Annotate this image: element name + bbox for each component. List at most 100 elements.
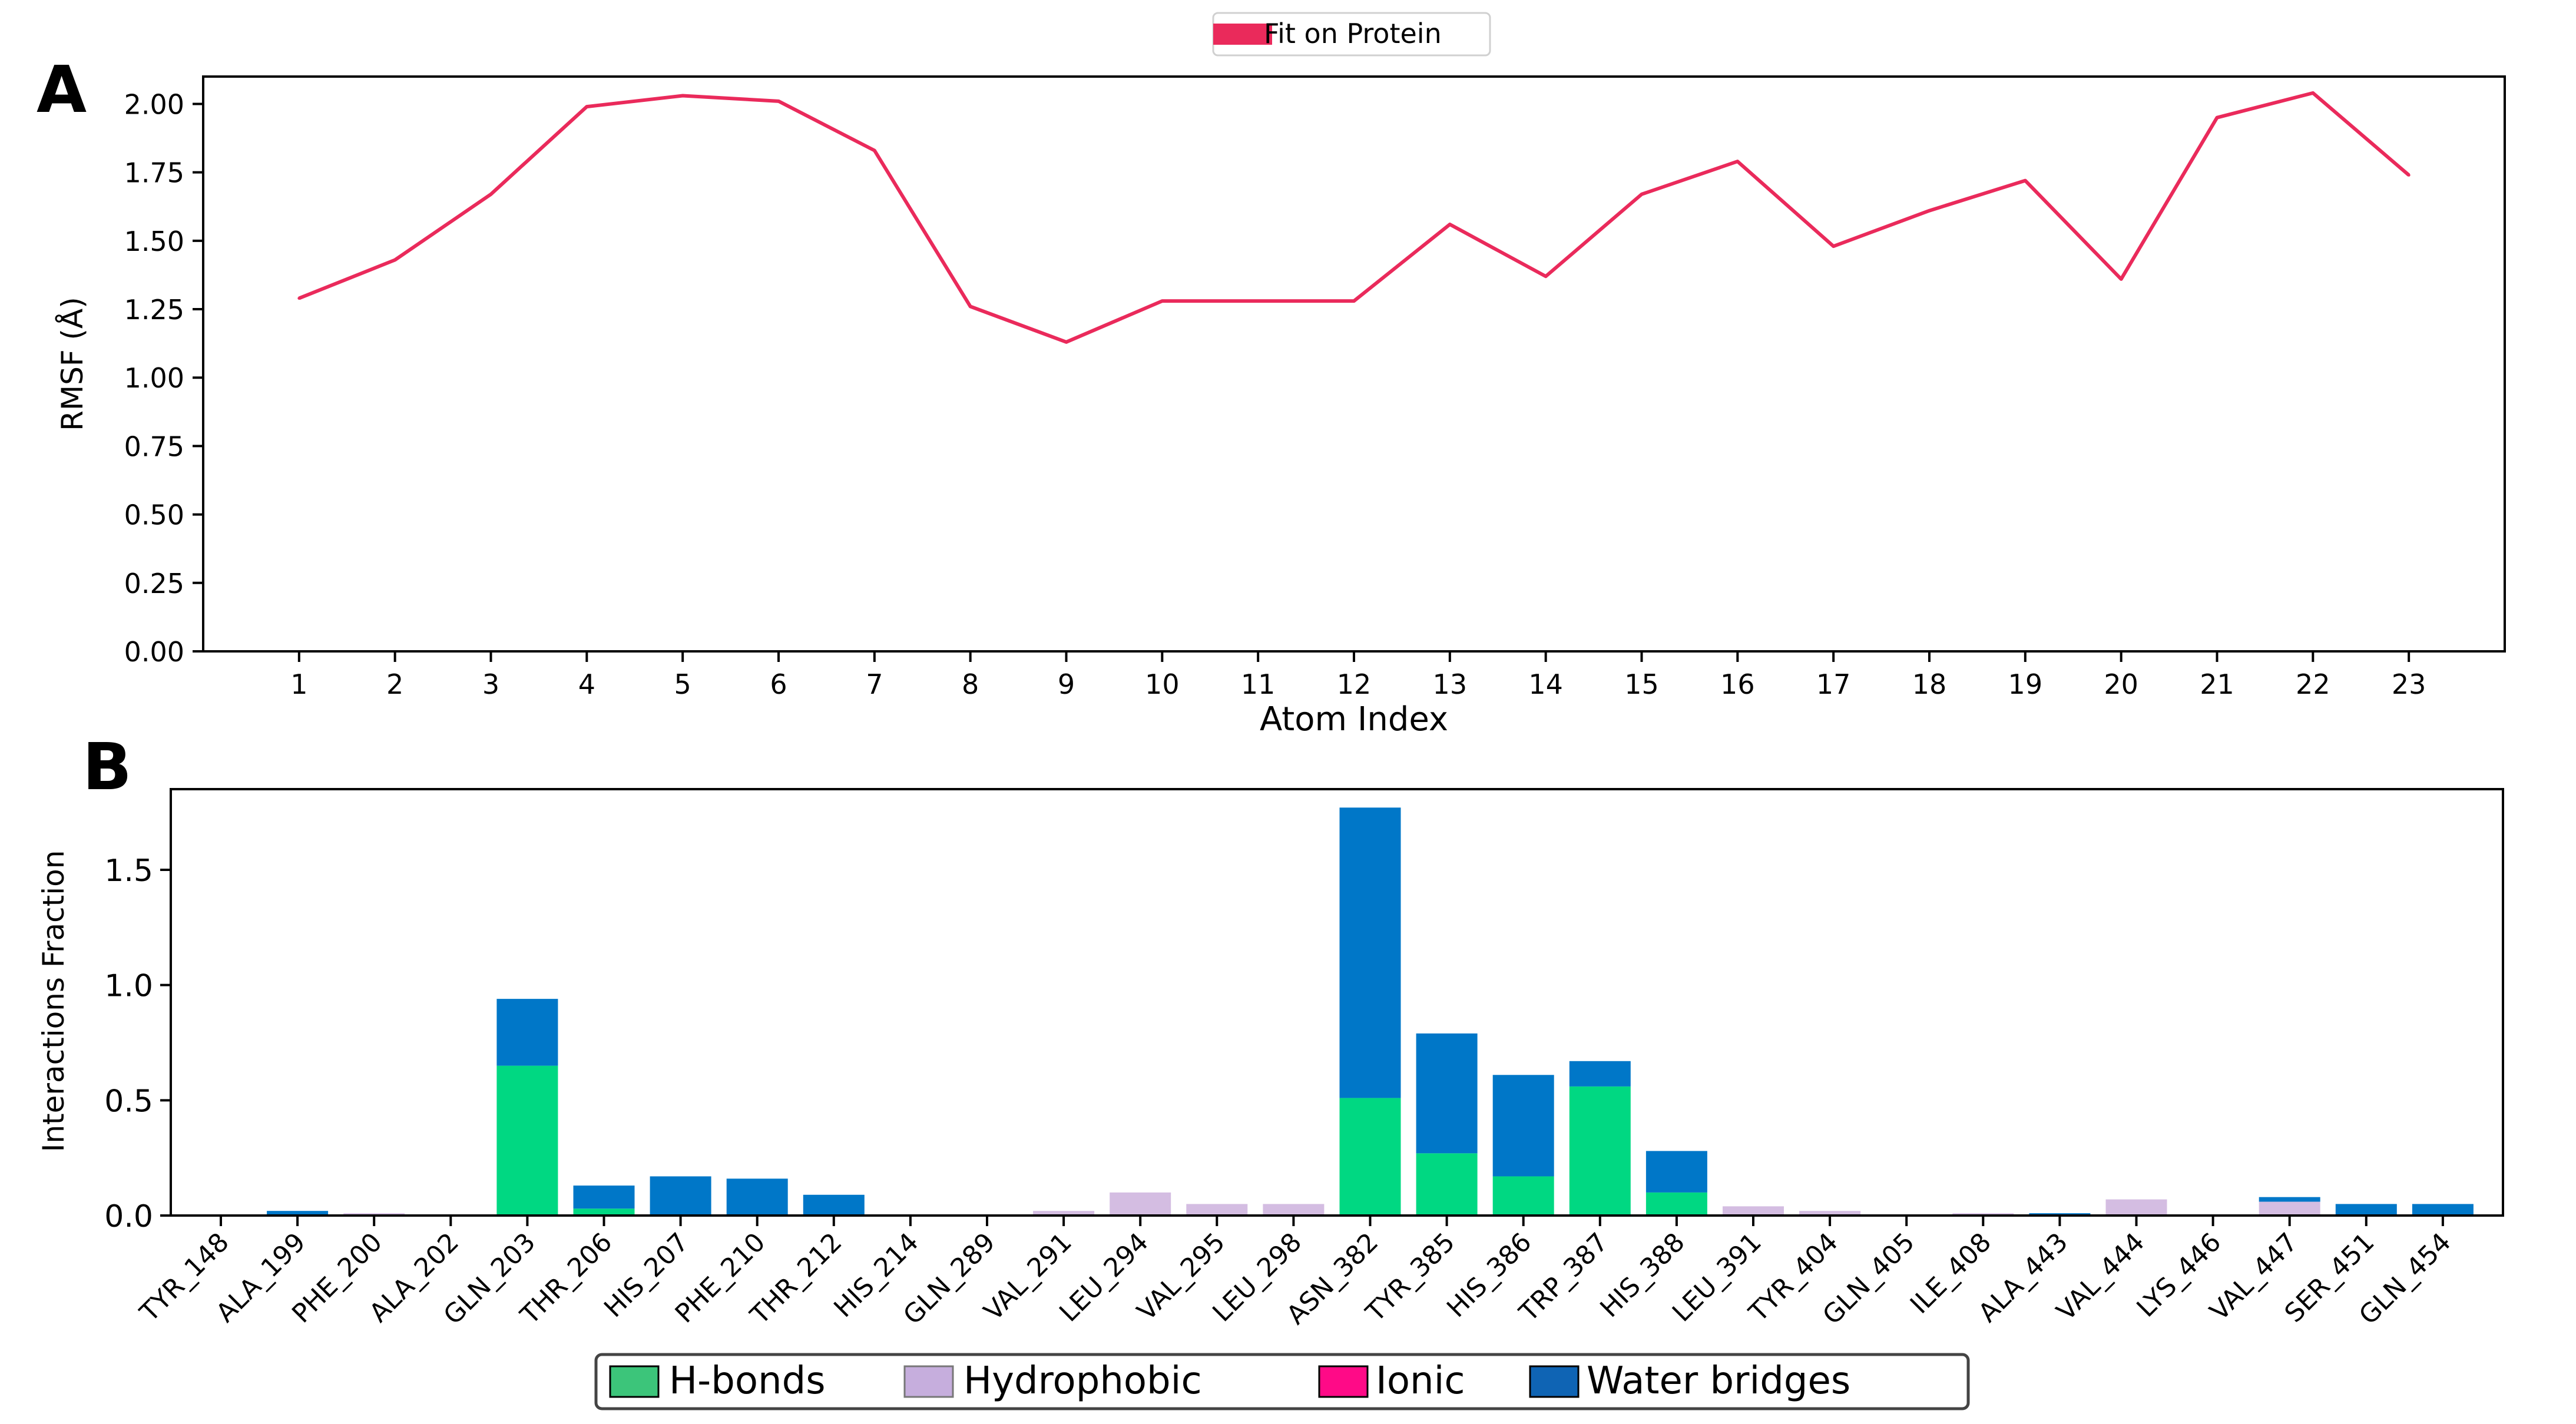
- y-tick-label: 0.0: [104, 1199, 153, 1234]
- x-tick-label: 18: [1912, 668, 1947, 700]
- data-point: [2024, 179, 2027, 183]
- panel-a-legend-label: Fit on Protein: [1264, 18, 1442, 49]
- y-tick-label: 0.00: [124, 636, 184, 668]
- x-tick-label: 3: [482, 668, 499, 700]
- x-tick-label: 11: [1241, 668, 1276, 700]
- data-point: [1448, 223, 1452, 226]
- panel-a-axes: 0.000.250.500.751.001.251.501.752.001 2 3 4…: [124, 88, 2426, 700]
- bar-hydrophobic: [2105, 1199, 2167, 1216]
- panel-a-legend-swatch: [1213, 24, 1272, 45]
- data-point: [585, 105, 588, 108]
- x-tick-label: 16: [1720, 668, 1755, 700]
- data-point: [1928, 209, 1931, 213]
- data-point: [2311, 91, 2315, 95]
- bar-hbonds: [1569, 1086, 1631, 1216]
- panel-a-y-axis-label: RMSF (Å): [55, 297, 90, 431]
- data-point: [2216, 116, 2219, 120]
- bar-water-bridges: [1645, 1151, 1707, 1193]
- x-tick-label: 9: [1058, 668, 1075, 700]
- x-tick-label: 1: [290, 668, 307, 700]
- x-tick-label: 23: [2392, 668, 2426, 700]
- y-tick-label: 1.25: [124, 294, 184, 326]
- bar-hydrophobic: [1110, 1192, 1171, 1216]
- x-tick-label: 21: [2200, 668, 2234, 700]
- bar-water-bridges: [1569, 1061, 1631, 1087]
- bar-hydrophobic: [1186, 1204, 1248, 1216]
- data-point: [681, 94, 684, 98]
- bar-water-bridges: [1339, 807, 1401, 1098]
- y-tick-label: 1.0: [104, 969, 153, 1004]
- bar-water-bridges: [1492, 1075, 1554, 1177]
- x-tick-label: 20: [2104, 668, 2138, 700]
- x-tick-label: 13: [1433, 668, 1468, 700]
- panel-b: B 0.0 0.5 1.0 1.5 TYR_148ALA_199PHE_200ALA_…: [37, 729, 2504, 1410]
- data-point: [777, 100, 780, 103]
- data-point: [873, 148, 876, 152]
- x-tick-label: 17: [1816, 668, 1851, 700]
- data-point: [1160, 299, 1164, 303]
- bar-water-bridges: [2335, 1204, 2397, 1216]
- bar-hydrophobic: [1723, 1206, 1784, 1216]
- y-tick-label: 0.5: [104, 1084, 153, 1119]
- x-tick-label: 19: [2008, 668, 2043, 700]
- panel-b-axes: 0.0 0.5 1.0 1.5: [104, 853, 2444, 1234]
- data-point: [1544, 274, 1548, 278]
- legend-hbonds-label: H-bonds: [669, 1359, 826, 1403]
- bar-hbonds: [496, 1065, 558, 1216]
- data-point: [297, 296, 301, 300]
- data-point: [1065, 340, 1068, 344]
- x-tick-label: 2: [386, 668, 403, 700]
- data-point: [1832, 244, 1835, 248]
- y-tick-label: 2.00: [124, 88, 184, 120]
- bar-hbonds: [1645, 1192, 1707, 1216]
- panel-a-x-axis-label: Atom Index: [1260, 700, 1448, 739]
- y-tick-label: 1.5: [104, 853, 153, 889]
- x-tick-label: 6: [770, 668, 787, 700]
- panel-b-y-axis-label: Interactions Fraction: [37, 850, 71, 1153]
- bar-hbonds: [1492, 1176, 1554, 1216]
- panel-b-letter: B: [82, 729, 132, 804]
- x-tick-label: 4: [578, 668, 595, 700]
- panel-a: A Fit on Protein 0.00 0.25 0.50 0.75 1.00 1.2…: [37, 12, 2506, 739]
- x-tick-label: 7: [866, 668, 883, 700]
- bar-hydrophobic: [1799, 1211, 1861, 1216]
- data-point: [2407, 173, 2411, 177]
- bar-water-bridges: [1416, 1033, 1478, 1154]
- bar-water-bridges: [650, 1176, 711, 1216]
- data-point: [393, 258, 397, 261]
- data-point: [489, 193, 492, 196]
- x-tick-label: 22: [2296, 668, 2330, 700]
- legend-hydrophobic-swatch: [903, 1365, 954, 1398]
- y-tick-label: 0.75: [124, 430, 184, 462]
- data-point: [1256, 299, 1260, 303]
- panel-b-bars: [267, 807, 2474, 1216]
- panel-a-plot-frame: [202, 75, 2506, 653]
- legend-ionic-label: Ionic: [1376, 1359, 1465, 1403]
- bar-hbonds: [573, 1208, 635, 1216]
- bar-water-bridges: [496, 999, 558, 1066]
- bar-water-bridges: [2412, 1204, 2474, 1216]
- x-tick-label: 12: [1337, 668, 1372, 700]
- data-point: [1352, 299, 1356, 303]
- legend-water-bridges-swatch: [1529, 1365, 1580, 1398]
- y-tick-label: 0.50: [124, 499, 184, 531]
- panel-b-plot-frame: [170, 788, 2504, 1217]
- panel-a-legend: Fit on Protein: [1212, 12, 1491, 57]
- bar-water-bridges: [2259, 1197, 2320, 1202]
- legend-water-bridges-label: Water bridges: [1587, 1359, 1850, 1403]
- bar-water-bridges: [803, 1194, 865, 1216]
- legend-hbonds-swatch: [609, 1365, 660, 1398]
- y-tick-label: 0.25: [124, 568, 184, 600]
- panel-a-letter: A: [37, 52, 87, 127]
- y-tick-label: 1.00: [124, 362, 184, 394]
- bar-hydrophobic: [2259, 1201, 2320, 1216]
- bar-water-bridges: [573, 1185, 635, 1209]
- bar-water-bridges: [726, 1178, 788, 1216]
- legend-hydrophobic-label: Hydrophobic: [963, 1359, 1202, 1403]
- data-point: [1736, 160, 1739, 163]
- x-tick-label: 14: [1528, 668, 1563, 700]
- panel-b-legend: H-bonds Hydrophobic Ionic Water bridges: [594, 1353, 1970, 1410]
- bar-hydrophobic: [1263, 1204, 1325, 1216]
- data-point: [2120, 277, 2123, 281]
